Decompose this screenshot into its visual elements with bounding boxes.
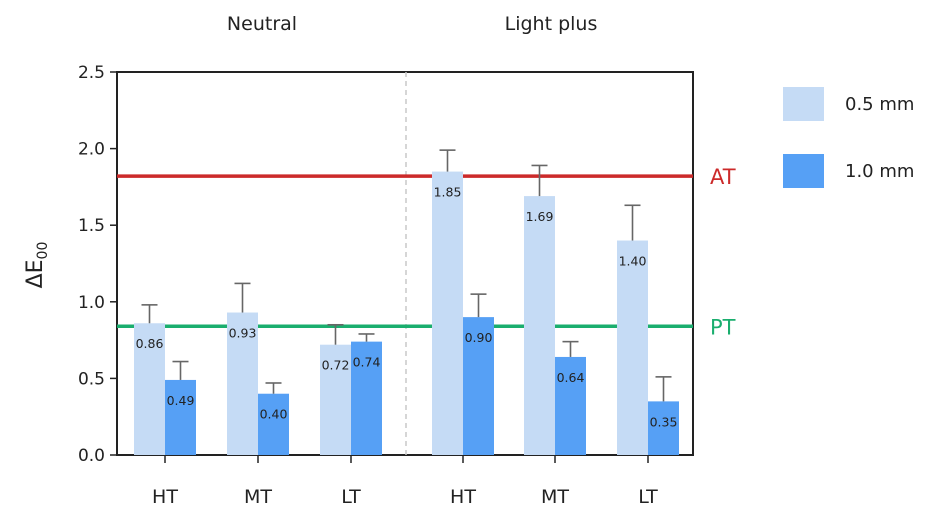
legend: 0.5 mm 1.0 mm (783, 87, 914, 188)
plot-area (116, 71, 694, 456)
legend-label: 1.0 mm (845, 161, 914, 182)
y-tick-label: 2.0 (78, 140, 105, 160)
y-axis-label-sub: 00 (35, 242, 51, 260)
bar-0-5mm (432, 171, 463, 455)
legend-label: 0.5 mm (845, 94, 914, 115)
bars (134, 171, 679, 456)
data-label: 0.49 (167, 393, 195, 408)
bar-1-0mm (555, 356, 586, 455)
bar-0-5mm (134, 323, 165, 455)
data-label: 0.74 (353, 355, 381, 370)
data-label: 1.85 (434, 185, 462, 200)
bar-0-5mm (524, 196, 555, 456)
x-tick-label: MT (244, 486, 272, 508)
bar-0-5mm (617, 240, 648, 455)
x-tick-label: HT (152, 486, 178, 508)
group-label: Light plus (505, 13, 598, 35)
plot-frame (116, 71, 694, 456)
y-axis-label-main: ΔE (23, 259, 48, 288)
x-tick-label: LT (638, 486, 658, 508)
y-tick-label: 0.0 (78, 446, 105, 466)
bar-1-0mm (258, 393, 289, 455)
x-tick-label: HT (450, 486, 476, 508)
bar-1-0mm (351, 341, 382, 455)
y-tick-label: 0.5 (78, 369, 105, 389)
y-tick-label: 1.0 (78, 293, 105, 313)
x-tick-label: MT (541, 486, 569, 508)
bar-0-5mm (227, 312, 258, 455)
reference-label-pt: PT (710, 315, 736, 339)
y-tick-label: 2.5 (78, 63, 105, 83)
group-label: Neutral (227, 13, 297, 35)
reference-label-at: AT (710, 165, 736, 189)
data-label: 0.64 (557, 370, 585, 385)
data-label: 0.40 (260, 407, 288, 422)
data-label: 1.69 (526, 209, 554, 224)
data-label: 0.72 (322, 358, 350, 373)
error-bars (141, 149, 672, 402)
bar-0-5mm (320, 344, 351, 455)
y-tick-label: 1.5 (78, 216, 105, 236)
data-labels: 0.86 0.93 0.72 1.85 1.69 1.40 0.49 0.40 0.74 0.90… (136, 185, 678, 430)
reference-lines: AT PT (117, 165, 736, 339)
data-label: 0.35 (650, 414, 678, 429)
legend-swatch (783, 154, 824, 188)
data-label: 1.40 (619, 254, 647, 269)
group-labels: Neutral Light plus (227, 13, 597, 35)
bar-1-0mm (165, 379, 196, 455)
x-tick-label: LT (341, 486, 361, 508)
data-label: 0.90 (465, 330, 493, 345)
legend-swatch (783, 87, 824, 121)
y-axis: 0.0 0.5 1.0 1.5 2.0 2.5 (78, 63, 117, 466)
bar-1-0mm (463, 317, 494, 455)
x-axis: HT MT LT HT MT LT (152, 455, 658, 508)
bar-1-0mm (648, 401, 679, 455)
data-label: 0.93 (229, 326, 257, 341)
y-axis-label: ΔE00 (23, 242, 51, 289)
data-label: 0.86 (136, 336, 164, 351)
